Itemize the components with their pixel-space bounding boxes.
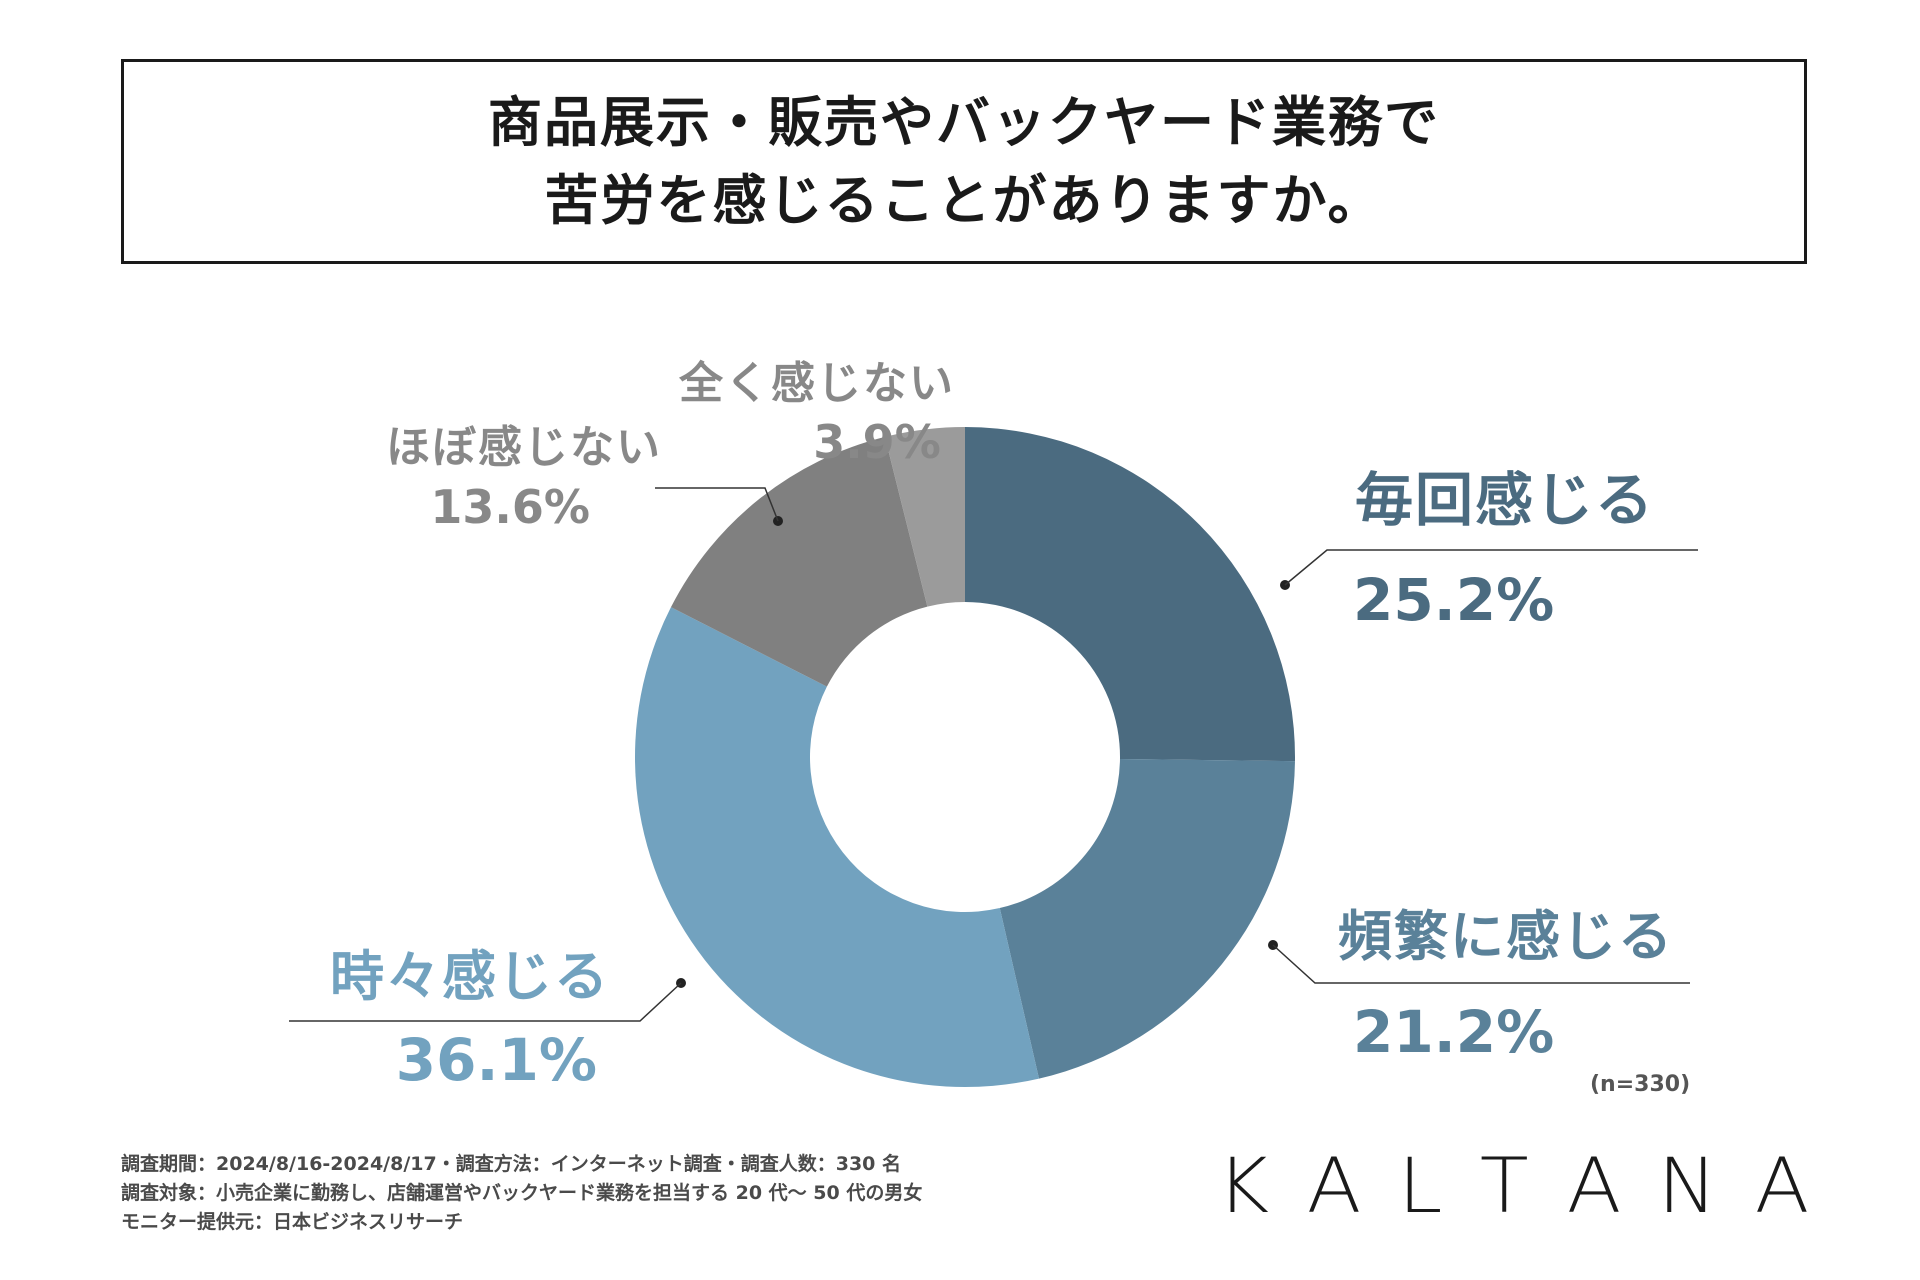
- slice-2: [635, 607, 1040, 1087]
- logo-letter: A: [1306, 1141, 1361, 1230]
- survey-provider: モニター提供元：日本ビジネスリサーチ: [121, 1211, 464, 1233]
- logo-letter: L: [1398, 1141, 1443, 1230]
- sample-size: (n=330): [1590, 1072, 1691, 1097]
- logo-letter: T: [1480, 1141, 1530, 1230]
- slice-3: [670, 436, 928, 687]
- slice-value-4: 3.9%: [813, 415, 941, 469]
- title-line-1: 商品展示・販売やバックヤード業務で: [488, 90, 1440, 154]
- callout-line-1: [1272, 944, 1690, 984]
- slice-label-0: 毎回感じる: [1355, 466, 1655, 534]
- slice-label-3: ほぼ感じない: [386, 422, 662, 473]
- slice-1: [999, 758, 1295, 1079]
- logo-letter: K: [1216, 1141, 1270, 1230]
- callout-line-2: [289, 982, 682, 1022]
- donut-callouts: 毎回感じる 25.2% 頻繁に感じる 21.2% 時々感じる 36.1% ほぼ感じない 13.…: [289, 358, 1698, 1094]
- logo-letter: A: [1566, 1141, 1621, 1230]
- slice-value-1: 21.2%: [1353, 998, 1554, 1066]
- slice-value-2: 36.1%: [396, 1026, 597, 1094]
- donut-slices: [635, 427, 1295, 1087]
- slice-value-0: 25.2%: [1353, 566, 1554, 634]
- title-box: 商品展示・販売やバックヤード業務で 苦労を感じることがありますか。: [121, 59, 1807, 264]
- title-line-2: 苦労を感じることがありますか。: [544, 168, 1384, 232]
- logo-letter: A: [1754, 1141, 1810, 1230]
- slice-4: [884, 427, 965, 607]
- survey-target: 調査対象：小売企業に勤務し、店舗運営やバックヤード業務を担当する 20 代〜 5…: [121, 1182, 923, 1204]
- slice-value-3: 13.6%: [430, 480, 590, 534]
- slice-label-4: 全く感じない: [678, 358, 955, 409]
- slice-label-1: 頻繁に感じる: [1338, 905, 1674, 968]
- callout-line-0: [1284, 549, 1698, 586]
- survey-period: 調査期間：2024/8/16-2024/8/17・調査方法：インターネット調査・…: [121, 1153, 902, 1175]
- slice-0: [965, 427, 1295, 762]
- logo-letter: N: [1657, 1141, 1718, 1230]
- callout-line-3: [655, 487, 779, 522]
- slice-label-2: 時々感じる: [330, 945, 610, 1008]
- survey-footer: 調査期間：2024/8/16-2024/8/17・調査方法：インターネット調査・…: [121, 1150, 922, 1237]
